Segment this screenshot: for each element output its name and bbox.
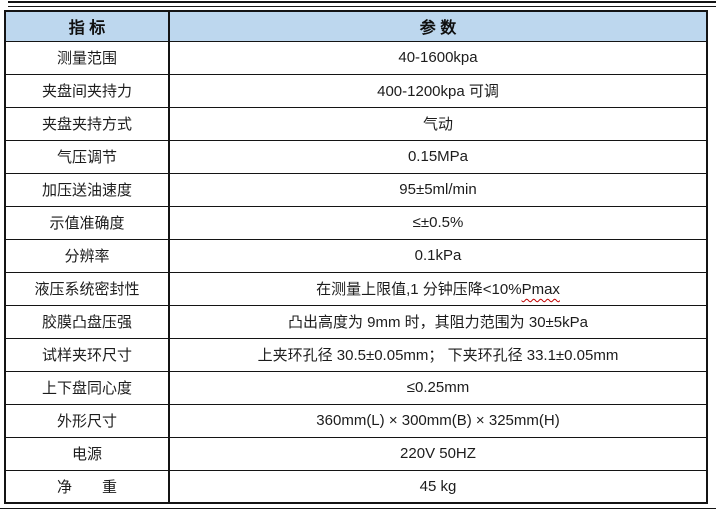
- parameter-cell: 在测量上限值,1 分钟压降<10%Pmax: [168, 271, 708, 306]
- parameter-cell: 95±5ml/min: [168, 172, 708, 207]
- indicator-cell: 净 重: [4, 469, 170, 504]
- table-row: 试样夹环尺寸 上夹环孔径 30.5±0.05mm； 下夹环孔径 33.1±0.05…: [4, 337, 708, 372]
- indicator-cell: 加压送油速度: [4, 172, 170, 207]
- parameter-cell: 400-1200kpa 可调: [168, 73, 708, 108]
- parameter-cell: ≤0.25mm: [168, 370, 708, 405]
- indicator-cell: 气压调节: [4, 139, 170, 174]
- table-row: 上下盘同心度 ≤0.25mm: [4, 370, 708, 405]
- table-row: 外形尺寸 360mm(L) × 300mm(B) × 325mm(H): [4, 403, 708, 438]
- table-row: 夹盘夹持方式 气动: [4, 106, 708, 141]
- header-cell-indicator: 指 标: [4, 10, 170, 42]
- parameter-cell: 凸出高度为 9mm 时，其阻力范围为 30±5kPa: [168, 304, 708, 339]
- bottom-double-rule: [0, 508, 716, 509]
- parameter-cell: 360mm(L) × 300mm(B) × 325mm(H): [168, 403, 708, 438]
- parameter-cell: 0.1kPa: [168, 238, 708, 273]
- indicator-cell: 夹盘间夹持力: [4, 73, 170, 108]
- table-row: 净 重 45 kg: [4, 469, 708, 504]
- indicator-cell: 电源: [4, 436, 170, 471]
- indicator-cell: 液压系统密封性: [4, 271, 170, 306]
- table-row: 夹盘间夹持力 400-1200kpa 可调: [4, 73, 708, 108]
- parameter-cell: 45 kg: [168, 469, 708, 504]
- indicator-cell: 示值准确度: [4, 205, 170, 240]
- spec-table: 指 标 参 数 测量范围 40-1600kpa 夹盘间夹持力 400-1200kpa …: [4, 10, 708, 504]
- top-double-rule: [8, 1, 716, 7]
- parameter-cell: 40-1600kpa: [168, 40, 708, 75]
- parameter-cell: 0.15MPa: [168, 139, 708, 174]
- table-header-row: 指 标 参 数: [4, 10, 708, 42]
- indicator-cell: 外形尺寸: [4, 403, 170, 438]
- table-body: 测量范围 40-1600kpa 夹盘间夹持力 400-1200kpa 可调 夹盘夹持方式…: [4, 40, 708, 504]
- indicator-cell: 胶膜凸盘压强: [4, 304, 170, 339]
- table-row: 液压系统密封性 在测量上限值,1 分钟压降<10%Pmax: [4, 271, 708, 306]
- indicator-cell: 夹盘夹持方式: [4, 106, 170, 141]
- spellcheck-underlined-text: Pmax: [521, 281, 560, 298]
- parameter-cell: 220V 50HZ: [168, 436, 708, 471]
- table-row: 分辨率 0.1kPa: [4, 238, 708, 273]
- table-row: 电源 220V 50HZ: [4, 436, 708, 471]
- table-row: 示值准确度 ≤±0.5%: [4, 205, 708, 240]
- table-row: 胶膜凸盘压强 凸出高度为 9mm 时，其阻力范围为 30±5kPa: [4, 304, 708, 339]
- indicator-cell: 分辨率: [4, 238, 170, 273]
- table-row: 加压送油速度 95±5ml/min: [4, 172, 708, 207]
- parameter-cell: ≤±0.5%: [168, 205, 708, 240]
- table-row: 测量范围 40-1600kpa: [4, 40, 708, 75]
- parameter-cell: 气动: [168, 106, 708, 141]
- parameter-cell: 上夹环孔径 30.5±0.05mm； 下夹环孔径 33.1±0.05mm: [168, 337, 708, 372]
- header-cell-parameter: 参 数: [168, 10, 708, 42]
- table-row: 气压调节 0.15MPa: [4, 139, 708, 174]
- indicator-cell: 上下盘同心度: [4, 370, 170, 405]
- parameter-text: 在测量上限值,1 分钟压降<10%: [316, 281, 522, 298]
- indicator-cell: 测量范围: [4, 40, 170, 75]
- spec-table-head: 指 标 参 数: [4, 10, 708, 42]
- indicator-cell: 试样夹环尺寸: [4, 337, 170, 372]
